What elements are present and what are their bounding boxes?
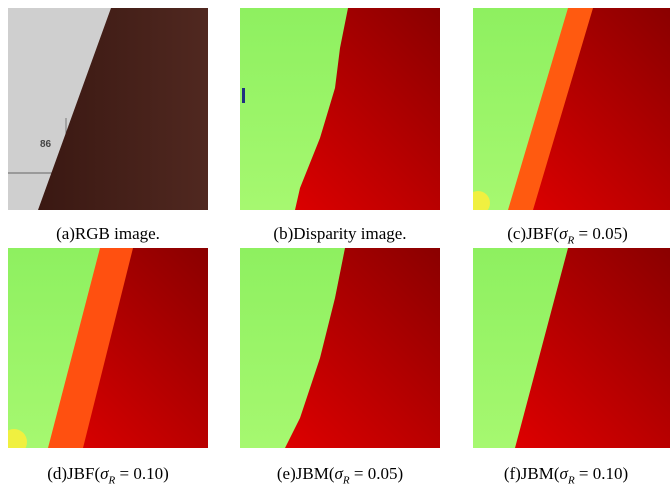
image-text: 86 — [40, 139, 52, 150]
figure: 86 (a)RGB image. (b)Disparity image. (c)… — [0, 0, 670, 487]
caption: (a)RGB image. — [8, 224, 208, 244]
caption-prefix: (d)JBF( — [47, 464, 100, 483]
caption-symbol: σ — [100, 464, 108, 483]
caption: (c)JBF(σR = 0.05) — [465, 224, 670, 246]
disparity-image — [240, 8, 440, 210]
caption: (f)JBM(σR = 0.10) — [462, 464, 670, 486]
caption-subscript: R — [568, 474, 575, 486]
caption-equation: = 0.05) — [350, 464, 404, 483]
jbf-005-image — [473, 8, 670, 210]
caption-subscript: R — [343, 474, 350, 486]
caption-equation: = 0.05) — [574, 224, 628, 243]
jbf-010-image — [8, 248, 208, 448]
jbm-005-image — [240, 248, 440, 448]
caption-prefix: (e)JBM( — [277, 464, 335, 483]
caption-symbol: σ — [560, 464, 568, 483]
caption: (d)JBF(σR = 0.10) — [0, 464, 216, 486]
caption-symbol: σ — [334, 464, 342, 483]
caption-symbol: σ — [559, 224, 567, 243]
caption: (b)Disparity image. — [232, 224, 448, 244]
caption: (e)JBM(σR = 0.05) — [232, 464, 448, 486]
rgb-image: 86 — [8, 8, 208, 210]
jbm-010-image — [473, 248, 670, 448]
caption-equation: = 0.10) — [115, 464, 169, 483]
caption-prefix: (f)JBM( — [504, 464, 560, 483]
caption-equation: = 0.10) — [575, 464, 629, 483]
caption-prefix: (c)JBF( — [507, 224, 559, 243]
